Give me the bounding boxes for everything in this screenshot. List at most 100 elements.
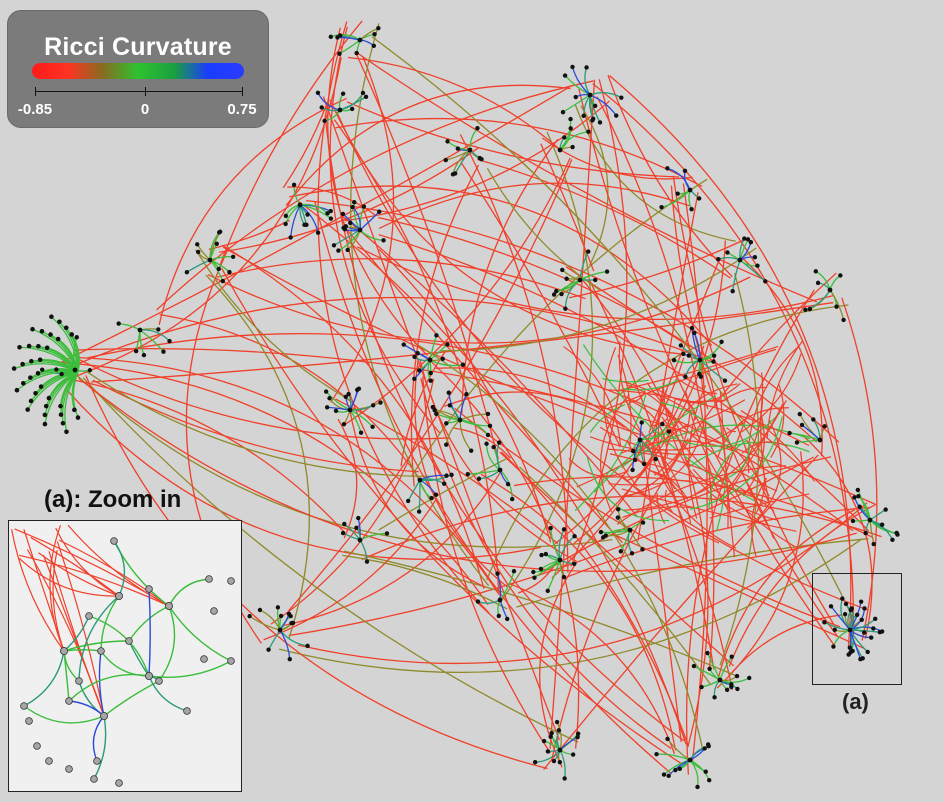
node bbox=[587, 92, 593, 98]
edge bbox=[63, 648, 102, 652]
edge bbox=[354, 51, 499, 460]
node bbox=[711, 353, 717, 358]
edge bbox=[541, 137, 693, 180]
node bbox=[665, 736, 670, 742]
node bbox=[822, 424, 827, 429]
edge bbox=[92, 715, 105, 762]
edge bbox=[627, 454, 653, 481]
node bbox=[33, 390, 38, 396]
edge bbox=[88, 615, 150, 677]
node bbox=[871, 626, 876, 631]
edge bbox=[852, 519, 871, 522]
edge bbox=[631, 439, 641, 470]
edge bbox=[419, 359, 577, 562]
edge bbox=[445, 419, 461, 445]
edge bbox=[801, 434, 873, 640]
node bbox=[712, 695, 717, 700]
node bbox=[266, 647, 271, 652]
node bbox=[322, 118, 327, 124]
edge bbox=[19, 554, 170, 607]
node bbox=[532, 575, 537, 580]
node bbox=[137, 327, 143, 333]
node bbox=[673, 767, 678, 773]
edge bbox=[845, 603, 853, 631]
edge bbox=[656, 493, 666, 524]
node bbox=[557, 759, 563, 765]
node bbox=[561, 527, 567, 532]
edge bbox=[742, 474, 775, 539]
node bbox=[873, 616, 878, 622]
node bbox=[412, 376, 417, 382]
edge bbox=[128, 605, 170, 642]
edge bbox=[741, 353, 802, 433]
node bbox=[560, 267, 565, 273]
node bbox=[828, 604, 834, 609]
node bbox=[841, 317, 846, 323]
node bbox=[641, 461, 647, 467]
node bbox=[335, 35, 340, 40]
edge bbox=[599, 404, 692, 524]
node bbox=[49, 314, 54, 319]
node bbox=[862, 630, 867, 635]
node bbox=[141, 352, 147, 358]
node bbox=[25, 407, 30, 412]
node bbox=[706, 743, 711, 749]
edge bbox=[148, 660, 232, 678]
edge bbox=[378, 216, 818, 443]
node bbox=[879, 522, 885, 527]
node bbox=[467, 147, 473, 153]
edge bbox=[574, 103, 736, 242]
edge bbox=[760, 397, 770, 502]
node bbox=[545, 588, 550, 594]
node bbox=[434, 333, 439, 338]
node bbox=[376, 25, 381, 31]
node bbox=[855, 487, 861, 493]
edge bbox=[100, 650, 150, 677]
node bbox=[465, 471, 470, 477]
edge bbox=[454, 407, 841, 628]
node bbox=[287, 657, 292, 662]
node bbox=[337, 51, 342, 56]
node bbox=[549, 730, 554, 736]
edge bbox=[730, 614, 842, 675]
edge bbox=[691, 328, 701, 361]
node bbox=[729, 654, 734, 659]
node bbox=[698, 374, 704, 379]
node bbox=[745, 237, 751, 242]
edge bbox=[413, 341, 704, 750]
node bbox=[661, 772, 667, 777]
node bbox=[340, 91, 346, 96]
node bbox=[675, 191, 680, 196]
node bbox=[734, 673, 740, 679]
edge bbox=[608, 481, 670, 486]
node bbox=[847, 645, 853, 650]
edge bbox=[550, 272, 837, 762]
node bbox=[637, 437, 643, 443]
edge bbox=[87, 333, 854, 532]
node bbox=[336, 248, 341, 253]
node bbox=[58, 403, 63, 409]
node bbox=[220, 278, 226, 284]
edge bbox=[378, 458, 507, 531]
node bbox=[581, 113, 586, 118]
node bbox=[440, 356, 445, 361]
edge bbox=[599, 421, 744, 451]
edge bbox=[497, 599, 501, 617]
node bbox=[554, 719, 560, 725]
node bbox=[545, 749, 551, 754]
zoom-title: (a): Zoom in bbox=[44, 486, 182, 513]
node bbox=[618, 549, 624, 554]
edge bbox=[289, 185, 713, 346]
edge bbox=[139, 329, 145, 356]
node bbox=[345, 247, 350, 253]
edge bbox=[869, 519, 897, 534]
edge bbox=[23, 529, 65, 652]
edge bbox=[627, 384, 684, 440]
edge bbox=[584, 67, 591, 96]
edge bbox=[205, 274, 310, 639]
edge bbox=[556, 721, 562, 751]
node bbox=[497, 467, 503, 473]
edge bbox=[330, 34, 361, 41]
node bbox=[355, 387, 360, 392]
node bbox=[333, 408, 339, 414]
